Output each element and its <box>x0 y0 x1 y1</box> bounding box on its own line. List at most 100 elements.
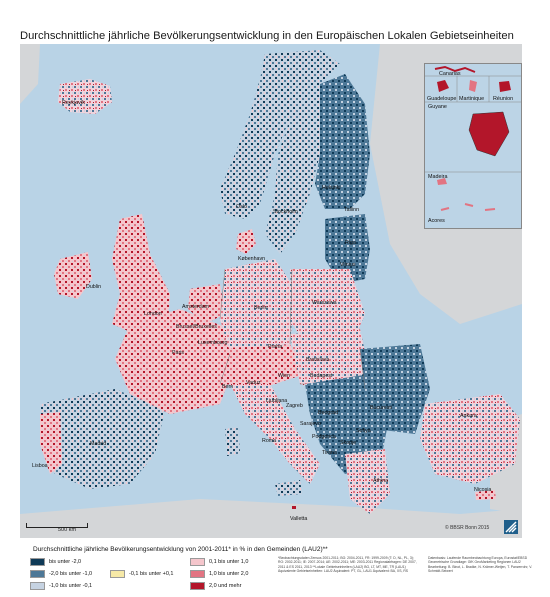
poland <box>290 269 365 349</box>
city-label-dublin: Dublin <box>86 284 102 290</box>
city-label-london: London <box>144 311 162 317</box>
legend-swatch-3 <box>30 582 45 590</box>
romania-bulgaria <box>360 344 430 434</box>
city-label-roma: Roma <box>262 438 277 444</box>
city-label-warszawa: Warszawa <box>312 300 337 306</box>
city-label-helsinki: Helsinki <box>322 185 341 191</box>
scale-bar <box>26 523 88 528</box>
inset-label-madeira: Madeira <box>428 174 448 180</box>
city-label-ljubljana: Ljubljana <box>266 398 288 404</box>
city-label-skopje: Skopje <box>340 440 357 446</box>
country-borders <box>219 268 366 390</box>
acores-map <box>440 203 496 211</box>
city-label-ankara: Ankara <box>460 413 477 419</box>
scale-label: 500 km <box>58 527 77 533</box>
city-label-vilnius: Vilnius <box>340 262 356 268</box>
legend-label-4: -0,1 bis unter +0,1 <box>129 571 174 577</box>
bbsr-logo-icon <box>504 520 518 534</box>
legend-item-2: -2,0 bis unter -1,0 <box>30 570 92 578</box>
legend-item-6: 1,0 bis unter 2,0 <box>190 570 248 578</box>
sweden <box>265 84 320 254</box>
madeira-map <box>437 178 447 185</box>
legend-title: Durchschnittliche jährliche Bevölkerungs… <box>33 546 328 553</box>
benelux <box>188 284 225 324</box>
city-label-riga: Riga <box>345 240 356 246</box>
city-label-tallinn: Tallinn <box>344 207 360 213</box>
data-notes-left: *Beobachtungsdaten Zensus 2001-2011; BG:… <box>278 556 417 573</box>
legend-label-5: 0,1 bis unter 1,0 <box>209 559 249 565</box>
guadeloupe-map <box>437 80 449 92</box>
city-label-bern: Bern <box>222 384 234 390</box>
finland <box>315 74 370 209</box>
map-canvas <box>20 44 522 538</box>
iberia <box>40 389 165 489</box>
city-label-brussel: Brussel/Bruxelles <box>176 324 217 330</box>
turkey <box>420 394 520 484</box>
inset-label-guyane: Guyane <box>428 104 447 110</box>
city-label-tirana: Tirana <box>322 450 337 456</box>
data-notes-right: Datenbasis: Laufende Raumbeobachtung Eur… <box>428 556 533 573</box>
legend-label-1: bis unter -2,0 <box>49 559 82 565</box>
city-label-bucuresti: Bucuresti <box>370 405 393 411</box>
legend-swatch-2 <box>30 570 45 578</box>
denmark <box>236 229 256 254</box>
legend-swatch-7 <box>190 582 205 590</box>
greenland-grey-land <box>20 44 40 104</box>
inset-label-acores: Acores <box>428 218 445 224</box>
legend-item-3: -1,0 bis unter -0,1 <box>30 582 92 590</box>
map-title: Durchschnittliche jährliche Bevölkerungs… <box>20 30 514 42</box>
greece <box>345 449 390 514</box>
legend-label-7: 2,0 und mehr <box>209 583 242 589</box>
city-label-luxembourg: Luxembourg <box>198 340 228 346</box>
city-label-madrid: Madrid <box>90 441 107 447</box>
malta <box>292 506 296 509</box>
legend-swatch-5 <box>190 558 205 566</box>
city-label-reykjavik: Reykjavík <box>62 100 85 106</box>
ireland <box>54 252 92 299</box>
legend-swatch-1 <box>30 558 45 566</box>
copyright-text: © BBSR Bonn 2015 <box>445 525 490 531</box>
legend-label-2: -2,0 bis unter -1,0 <box>49 571 93 577</box>
inset-canvas <box>425 64 521 228</box>
legend-label-6: 1,0 bis unter 2,0 <box>209 571 249 577</box>
legend-swatch-4 <box>110 570 125 578</box>
city-label-vaduz: Vaduz <box>246 380 261 386</box>
city-label-bratislava: Bratislava <box>306 357 330 363</box>
city-label-podgorica: Podgorica <box>312 434 336 440</box>
inset-label-reunion: Réunion <box>493 96 514 102</box>
city-label-zagreb: Zagreb <box>286 403 303 409</box>
city-label-paris: Paris <box>172 350 185 356</box>
inset-label-martinique: Martinique <box>459 96 485 102</box>
city-label-athina: Athina <box>373 478 389 484</box>
city-label-wien: Wien <box>278 373 291 379</box>
guyane-map <box>468 111 510 157</box>
legend-item-7: 2,0 und mehr <box>190 582 241 590</box>
city-label-budapest: Budapest <box>310 373 333 379</box>
inset-label-canarias: Canarias <box>439 71 461 77</box>
city-label-oslo: Oslo <box>236 204 247 210</box>
city-label-sarajevo: Sarajevo <box>300 421 321 427</box>
city-label-sofiya: Sofiya <box>356 428 371 434</box>
city-label-valletta: Valletta <box>290 516 308 522</box>
norway <box>220 50 340 219</box>
legend-swatch-6 <box>190 570 205 578</box>
legend-label-3: -1,0 bis unter -0,1 <box>49 583 93 589</box>
cyprus <box>475 490 496 500</box>
france <box>115 309 235 414</box>
city-label-berlin: Berlin <box>254 305 268 311</box>
city-label-praha: Praha <box>268 344 283 350</box>
city-label-amsterdam: Amsterdam <box>182 304 210 310</box>
reunion-map <box>499 81 511 92</box>
overseas-inset-panel: Canarias Guadeloupe Martinique Réunion G… <box>424 63 522 229</box>
city-label-kobenhavn: København <box>238 256 266 262</box>
baltic-states <box>325 214 370 284</box>
legend-item-1: bis unter -2,0 <box>30 558 81 566</box>
sicily <box>275 480 302 496</box>
legend-item-4: -0,1 bis unter +0,1 <box>110 570 174 578</box>
canarias-map <box>434 65 476 73</box>
city-label-beograd: Beograd <box>318 410 339 416</box>
great-britain <box>112 214 170 334</box>
city-label-stockholm: Stockholm <box>273 209 298 215</box>
sardinia <box>225 427 240 456</box>
legend-item-5: 0,1 bis unter 1,0 <box>190 558 248 566</box>
